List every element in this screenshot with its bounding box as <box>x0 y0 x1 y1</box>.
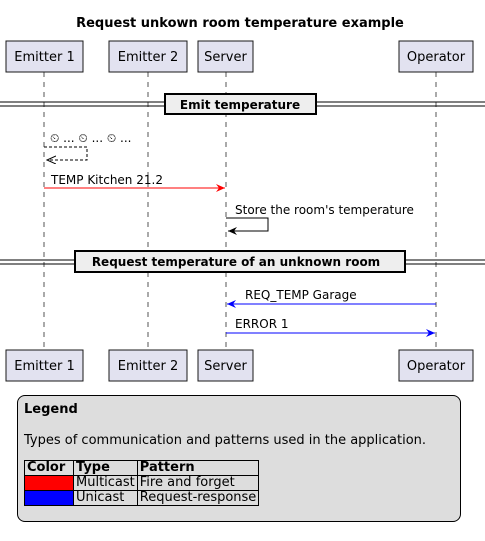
participant-label: Operator <box>407 359 466 374</box>
participant-operator-bottom: Operator <box>398 349 474 382</box>
legend: Legend Types of communication and patter… <box>17 395 461 522</box>
message-label: Store the room's temperature <box>235 203 414 217</box>
divider-emit-temperature: Emit temperature <box>0 93 485 115</box>
participant-operator-top: Operator <box>398 40 474 73</box>
participant-emitter-2-bottom: Emitter 2 <box>108 349 188 382</box>
message-label: REQ_TEMP Garage <box>245 288 357 302</box>
participant-label: Operator <box>407 50 466 65</box>
color-swatch <box>24 490 74 506</box>
message-req-temp-garage: REQ_TEMP Garage <box>227 288 436 308</box>
legend-table: Color Type Pattern Multicast Fire and fo… <box>24 460 260 506</box>
message-timer: ⏲ ... ⏲ ... ⏲ ... <box>44 131 131 160</box>
participant-emitter-2-top: Emitter 2 <box>108 40 188 73</box>
divider-label: Emit temperature <box>180 98 300 112</box>
message-label: ⏲ ... ⏲ ... ⏲ ... <box>50 131 131 145</box>
participant-server-top: Server <box>197 40 254 73</box>
message-label: TEMP Kitchen 21.2 <box>50 173 163 187</box>
participant-server-bottom: Server <box>197 349 254 382</box>
participant-emitter-1-bottom: Emitter 1 <box>5 349 84 382</box>
legend-header-pattern: Pattern <box>136 460 260 476</box>
legend-row-multicast: Multicast Fire and forget <box>24 475 260 491</box>
color-swatch <box>24 475 74 491</box>
legend-header-row: Color Type Pattern <box>24 460 260 476</box>
participant-label: Server <box>204 359 247 374</box>
legend-description: Types of communication and patterns used… <box>24 433 427 448</box>
participant-label: Emitter 2 <box>118 50 178 65</box>
legend-type: Unicast <box>73 490 138 506</box>
message-store-temperature: Store the room's temperature <box>226 203 414 235</box>
divider-request-unknown-room: Request temperature of an unknown room <box>0 250 485 273</box>
message-error-1: ERROR 1 <box>226 317 435 337</box>
divider-label: Request temperature of an unknown room <box>92 255 380 269</box>
participant-label: Emitter 1 <box>14 50 74 65</box>
legend-pattern: Fire and forget <box>136 475 260 491</box>
participant-emitter-1-top: Emitter 1 <box>5 40 84 73</box>
legend-row-unicast: Unicast Request-response <box>24 490 260 506</box>
message-label: ERROR 1 <box>235 317 289 331</box>
legend-header-type: Type <box>73 460 138 476</box>
legend-type: Multicast <box>73 475 138 491</box>
participant-label: Emitter 2 <box>118 359 178 374</box>
legend-header-color: Color <box>24 460 74 476</box>
participant-label: Emitter 1 <box>14 359 74 374</box>
participant-label: Server <box>204 50 247 65</box>
message-temp-kitchen: TEMP Kitchen 21.2 <box>44 173 225 192</box>
legend-title: Legend <box>24 402 78 417</box>
legend-pattern: Request-response <box>136 490 260 506</box>
diagram-title: Request unkown room temperature example <box>76 16 404 31</box>
